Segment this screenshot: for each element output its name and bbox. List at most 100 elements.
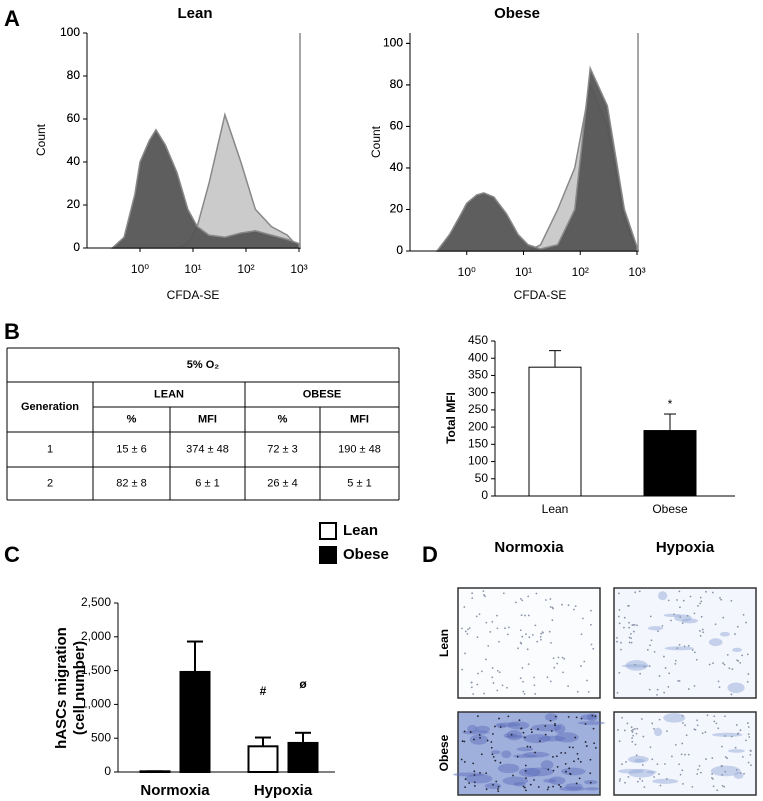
cell-dot (648, 688, 651, 691)
y-tick-label: 0 (104, 764, 111, 778)
cell-dot (680, 753, 683, 756)
table-cell: 2 (47, 477, 53, 489)
cell-dot (674, 659, 677, 662)
cell-dot (641, 764, 644, 766)
table-cell: 6 ± 1 (195, 477, 219, 489)
cell-dot (682, 599, 685, 602)
cell-dot (594, 715, 597, 718)
y-tick-label: 40 (67, 154, 81, 168)
legend-swatch (319, 522, 337, 540)
bar (287, 741, 319, 774)
y-tick-label: 60 (390, 119, 404, 133)
annotation: ø (299, 677, 307, 691)
cell-dot (541, 631, 544, 634)
cell-dot (489, 631, 492, 633)
cell-dot (735, 769, 738, 771)
cell-dot (711, 591, 714, 594)
cell-dot (704, 731, 707, 734)
stain (681, 618, 699, 624)
panel-label: C (4, 542, 20, 567)
cell-dot (469, 731, 472, 733)
cell-dot (630, 637, 632, 640)
table-cell: 1 (47, 443, 53, 455)
cell-dot (617, 729, 619, 731)
cell-dot (512, 774, 514, 777)
table-cell: 190 ± 48 (338, 443, 381, 455)
cell-dot (526, 648, 529, 651)
cell-dot (536, 640, 539, 643)
cell-dot (670, 619, 672, 622)
cell-dot (730, 599, 733, 602)
stain (711, 732, 743, 737)
cell-dot (658, 773, 660, 775)
cell-dot (624, 781, 626, 784)
y-tick-label: 100 (468, 454, 488, 468)
cell-dot (463, 606, 466, 608)
cell-dot (498, 640, 500, 643)
stain (506, 730, 522, 741)
cell-dot (646, 648, 649, 651)
cell-dot (527, 663, 530, 665)
cell-dot (717, 680, 720, 683)
cell-dot (651, 758, 654, 761)
cell-dot (546, 676, 549, 679)
cell-dot (524, 614, 526, 617)
cell-dot (728, 667, 731, 670)
cell-dot (640, 718, 643, 720)
cell-dot (549, 598, 552, 600)
legend-label: Lean (343, 522, 378, 539)
cell-dot (491, 620, 494, 623)
y-tick-label: 2,000 (81, 629, 111, 643)
cell-dot (534, 693, 537, 695)
cell-dot (681, 714, 684, 717)
cell-dot (466, 632, 469, 635)
cell-dot (583, 660, 586, 663)
cell-dot (638, 590, 641, 593)
cell-dot (568, 767, 571, 770)
cell-dot (678, 763, 680, 766)
cell-dot (499, 726, 502, 728)
y-tick-label: 80 (67, 68, 81, 82)
cell-dot (746, 722, 749, 724)
cell-dot (552, 785, 554, 788)
annotation: * (668, 397, 673, 411)
cell-dot (578, 777, 581, 780)
cell-dot (518, 719, 521, 722)
cell-dot (559, 785, 562, 788)
stain (628, 768, 655, 778)
y-axis-label: Count (34, 123, 48, 156)
stain (627, 755, 649, 764)
cell-dot (576, 690, 579, 693)
stain (719, 631, 730, 637)
cell-dot (636, 624, 638, 627)
cell-dot (650, 639, 653, 642)
cell-dot (497, 785, 500, 788)
cell-dot (522, 690, 525, 693)
cell-dot (723, 663, 726, 666)
cell-dot (540, 632, 543, 635)
cell-dot (547, 786, 550, 789)
cell-dot (464, 778, 467, 781)
cell-dot (522, 680, 524, 683)
table-cell: 374 ± 48 (186, 443, 229, 455)
cell-dot (618, 609, 621, 611)
cell-dot (553, 666, 556, 669)
stain (548, 776, 566, 785)
x-tick-label: 10² (572, 265, 589, 279)
cell-dot (679, 616, 682, 619)
bar (643, 430, 697, 497)
cell-dot (546, 788, 549, 791)
y-axis-label: Count (369, 125, 383, 158)
cell-dot (747, 733, 750, 736)
cell-dot (623, 626, 625, 629)
stain (621, 664, 651, 668)
cell-dot (634, 728, 636, 730)
cell-dot (649, 746, 652, 749)
cell-dot (632, 630, 635, 633)
cell-dot (555, 755, 558, 758)
cell-dot (699, 602, 701, 605)
cell-dot (656, 693, 658, 696)
panel-label: D (422, 542, 438, 567)
cell-dot (739, 729, 742, 732)
cell-dot (686, 614, 689, 617)
